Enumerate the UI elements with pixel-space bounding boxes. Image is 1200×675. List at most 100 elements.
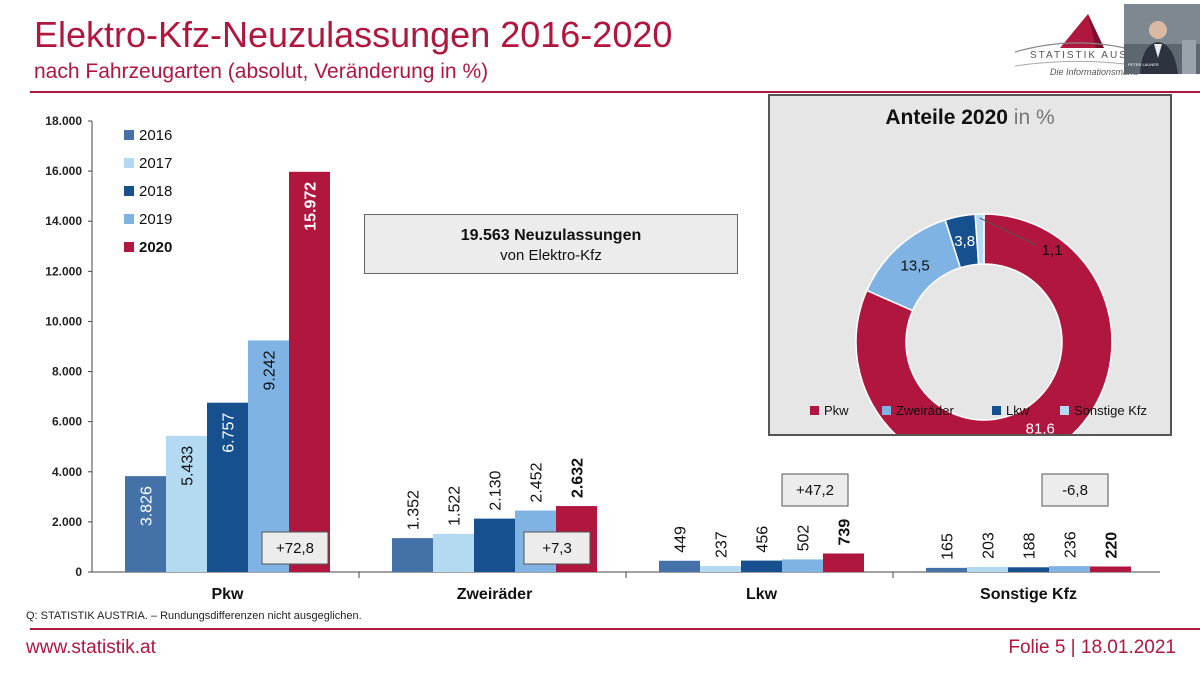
bar-value-label: 2.130: [488, 470, 505, 510]
change-percent-box: [261, 531, 329, 565]
legend-label: 2017: [139, 155, 172, 172]
total-registrations-caption: von Elektro-Kfz: [500, 247, 602, 264]
y-tick-label: 12.000: [45, 264, 82, 278]
category-label: Lkw: [746, 586, 778, 603]
bar-value-label: 236: [1063, 531, 1080, 558]
pie-title-unit: in %: [1013, 106, 1055, 129]
logo-wordmark: STATISTIK AUS: [1030, 50, 1128, 61]
legend-label: 2020: [139, 239, 172, 256]
change-percent-label: -6,8: [1062, 482, 1088, 499]
webcam-caption: PETER LAUNER: [1128, 62, 1159, 67]
bar-value-label: 6.757: [221, 413, 238, 453]
logo-tagline: Die Informationsmana: [1050, 67, 1139, 77]
bar-value-label: 449: [673, 526, 690, 553]
y-tick-label: 14.000: [45, 214, 82, 228]
change-percent-box: [781, 473, 849, 507]
bar-2017: [700, 566, 741, 572]
bar-value-label: 1.352: [406, 490, 423, 530]
bar-value-label: 1.522: [447, 486, 464, 526]
bar-value-label: 203: [981, 532, 998, 559]
bar-2020: [556, 506, 597, 572]
bar-2018: [474, 518, 515, 572]
donut-slice-pkw: [855, 213, 1113, 434]
bar-value-label: 456: [755, 526, 772, 553]
bar-2016: [659, 560, 700, 572]
statistik-austria-logo: [1014, 14, 1126, 67]
bar-2019: [782, 559, 823, 572]
legend-swatch: [124, 242, 134, 252]
donut-slice-sonstige-kfz: [974, 213, 985, 265]
y-tick-label: 0: [75, 565, 82, 579]
bar-2017: [166, 435, 207, 572]
bar-2020: [289, 171, 330, 572]
bar-value-label: 15.972: [303, 182, 320, 231]
bar-2019: [515, 510, 556, 572]
pie-title: Anteile 2020 in %: [770, 106, 1170, 130]
y-tick-label: 10.000: [45, 314, 82, 328]
bar-value-label: 237: [714, 531, 731, 558]
webcam-overlay: [1124, 4, 1200, 74]
y-tick-label: 6.000: [52, 415, 82, 429]
bar-value-label: 3.826: [139, 486, 156, 526]
donut-legend-label: Pkw: [824, 403, 849, 418]
bar-2017: [967, 566, 1008, 572]
leader-line: [979, 217, 1036, 246]
bar-2020: [823, 553, 864, 572]
change-percent-label: +72,8: [276, 540, 314, 557]
y-tick-label: 2.000: [52, 515, 82, 529]
footer-divider: [30, 628, 1200, 630]
bar-value-label: 2.632: [570, 458, 587, 498]
title-divider: [30, 91, 1200, 93]
donut-legend-label: Lkw: [1006, 403, 1030, 418]
website-link[interactable]: www.statistik.at: [26, 637, 156, 658]
bar-value-label: 5.433: [180, 446, 197, 486]
bar-2016: [926, 567, 967, 572]
donut-value-label: 1,1: [1042, 242, 1063, 259]
legend-swatch: [124, 186, 134, 196]
change-percent-box: [523, 531, 591, 565]
y-tick-label: 8.000: [52, 365, 82, 379]
legend-swatch: [124, 130, 134, 140]
change-percent-label: +7,3: [542, 540, 572, 557]
page-title: Elektro-Kfz-Neuzulassungen 2016-2020: [34, 14, 673, 55]
bar-value-label: 188: [1022, 532, 1039, 559]
legend-label: 2016: [139, 127, 172, 144]
bar-2018: [1008, 567, 1049, 572]
category-label: Sonstige Kfz: [980, 586, 1077, 603]
donut-legend-swatch: [1060, 406, 1069, 415]
bar-2020: [1090, 566, 1131, 572]
bar-2016: [392, 538, 433, 572]
source-note: Q: STATISTIK AUSTRIA. – Rundungsdifferen…: [26, 610, 362, 622]
y-tick-label: 4.000: [52, 465, 82, 479]
donut-legend-swatch: [810, 406, 819, 415]
legend-label: 2018: [139, 183, 172, 200]
change-percent-box: [1041, 473, 1109, 507]
bar-2019: [1049, 566, 1090, 572]
donut-value-label: 13,5: [901, 257, 930, 274]
total-registrations-box: 19.563 Neuzulassungen von Elektro-Kfz: [364, 214, 738, 274]
legend-swatch: [124, 214, 134, 224]
donut-legend-label: Sonstige Kfz: [1074, 403, 1147, 418]
legend-swatch: [124, 158, 134, 168]
change-percent-label: +47,2: [796, 482, 834, 499]
bar-value-label: 739: [837, 519, 854, 546]
share-2020-panel: Anteile 2020 in % 81,6 13,5 3,8 1,1 Pkw Zweir…: [768, 94, 1172, 436]
bar-value-label: 220: [1104, 532, 1121, 559]
bar-2018: [741, 560, 782, 572]
donut-legend-swatch: [882, 406, 891, 415]
bar-2017: [433, 533, 474, 572]
bar-value-label: 9.242: [262, 350, 279, 390]
bar-value-label: 2.452: [529, 462, 546, 502]
bar-2018: [207, 402, 248, 572]
donut-value-label: 3,8: [954, 233, 975, 250]
bar-2019: [248, 340, 289, 572]
donut-legend-label: Zweiräder: [896, 403, 954, 418]
slide-number-date: Folie 5 | 18.01.2021: [1008, 637, 1176, 658]
y-tick-label: 16.000: [45, 164, 82, 178]
donut-legend-swatch: [992, 406, 1001, 415]
y-tick-label: 18.000: [45, 114, 82, 128]
bar-2016: [125, 476, 166, 572]
total-registrations-value: 19.563 Neuzulassungen: [460, 227, 642, 244]
page-subtitle: nach Fahrzeugarten (absolut, Veränderung…: [34, 60, 489, 83]
bar-value-label: 502: [796, 525, 813, 552]
